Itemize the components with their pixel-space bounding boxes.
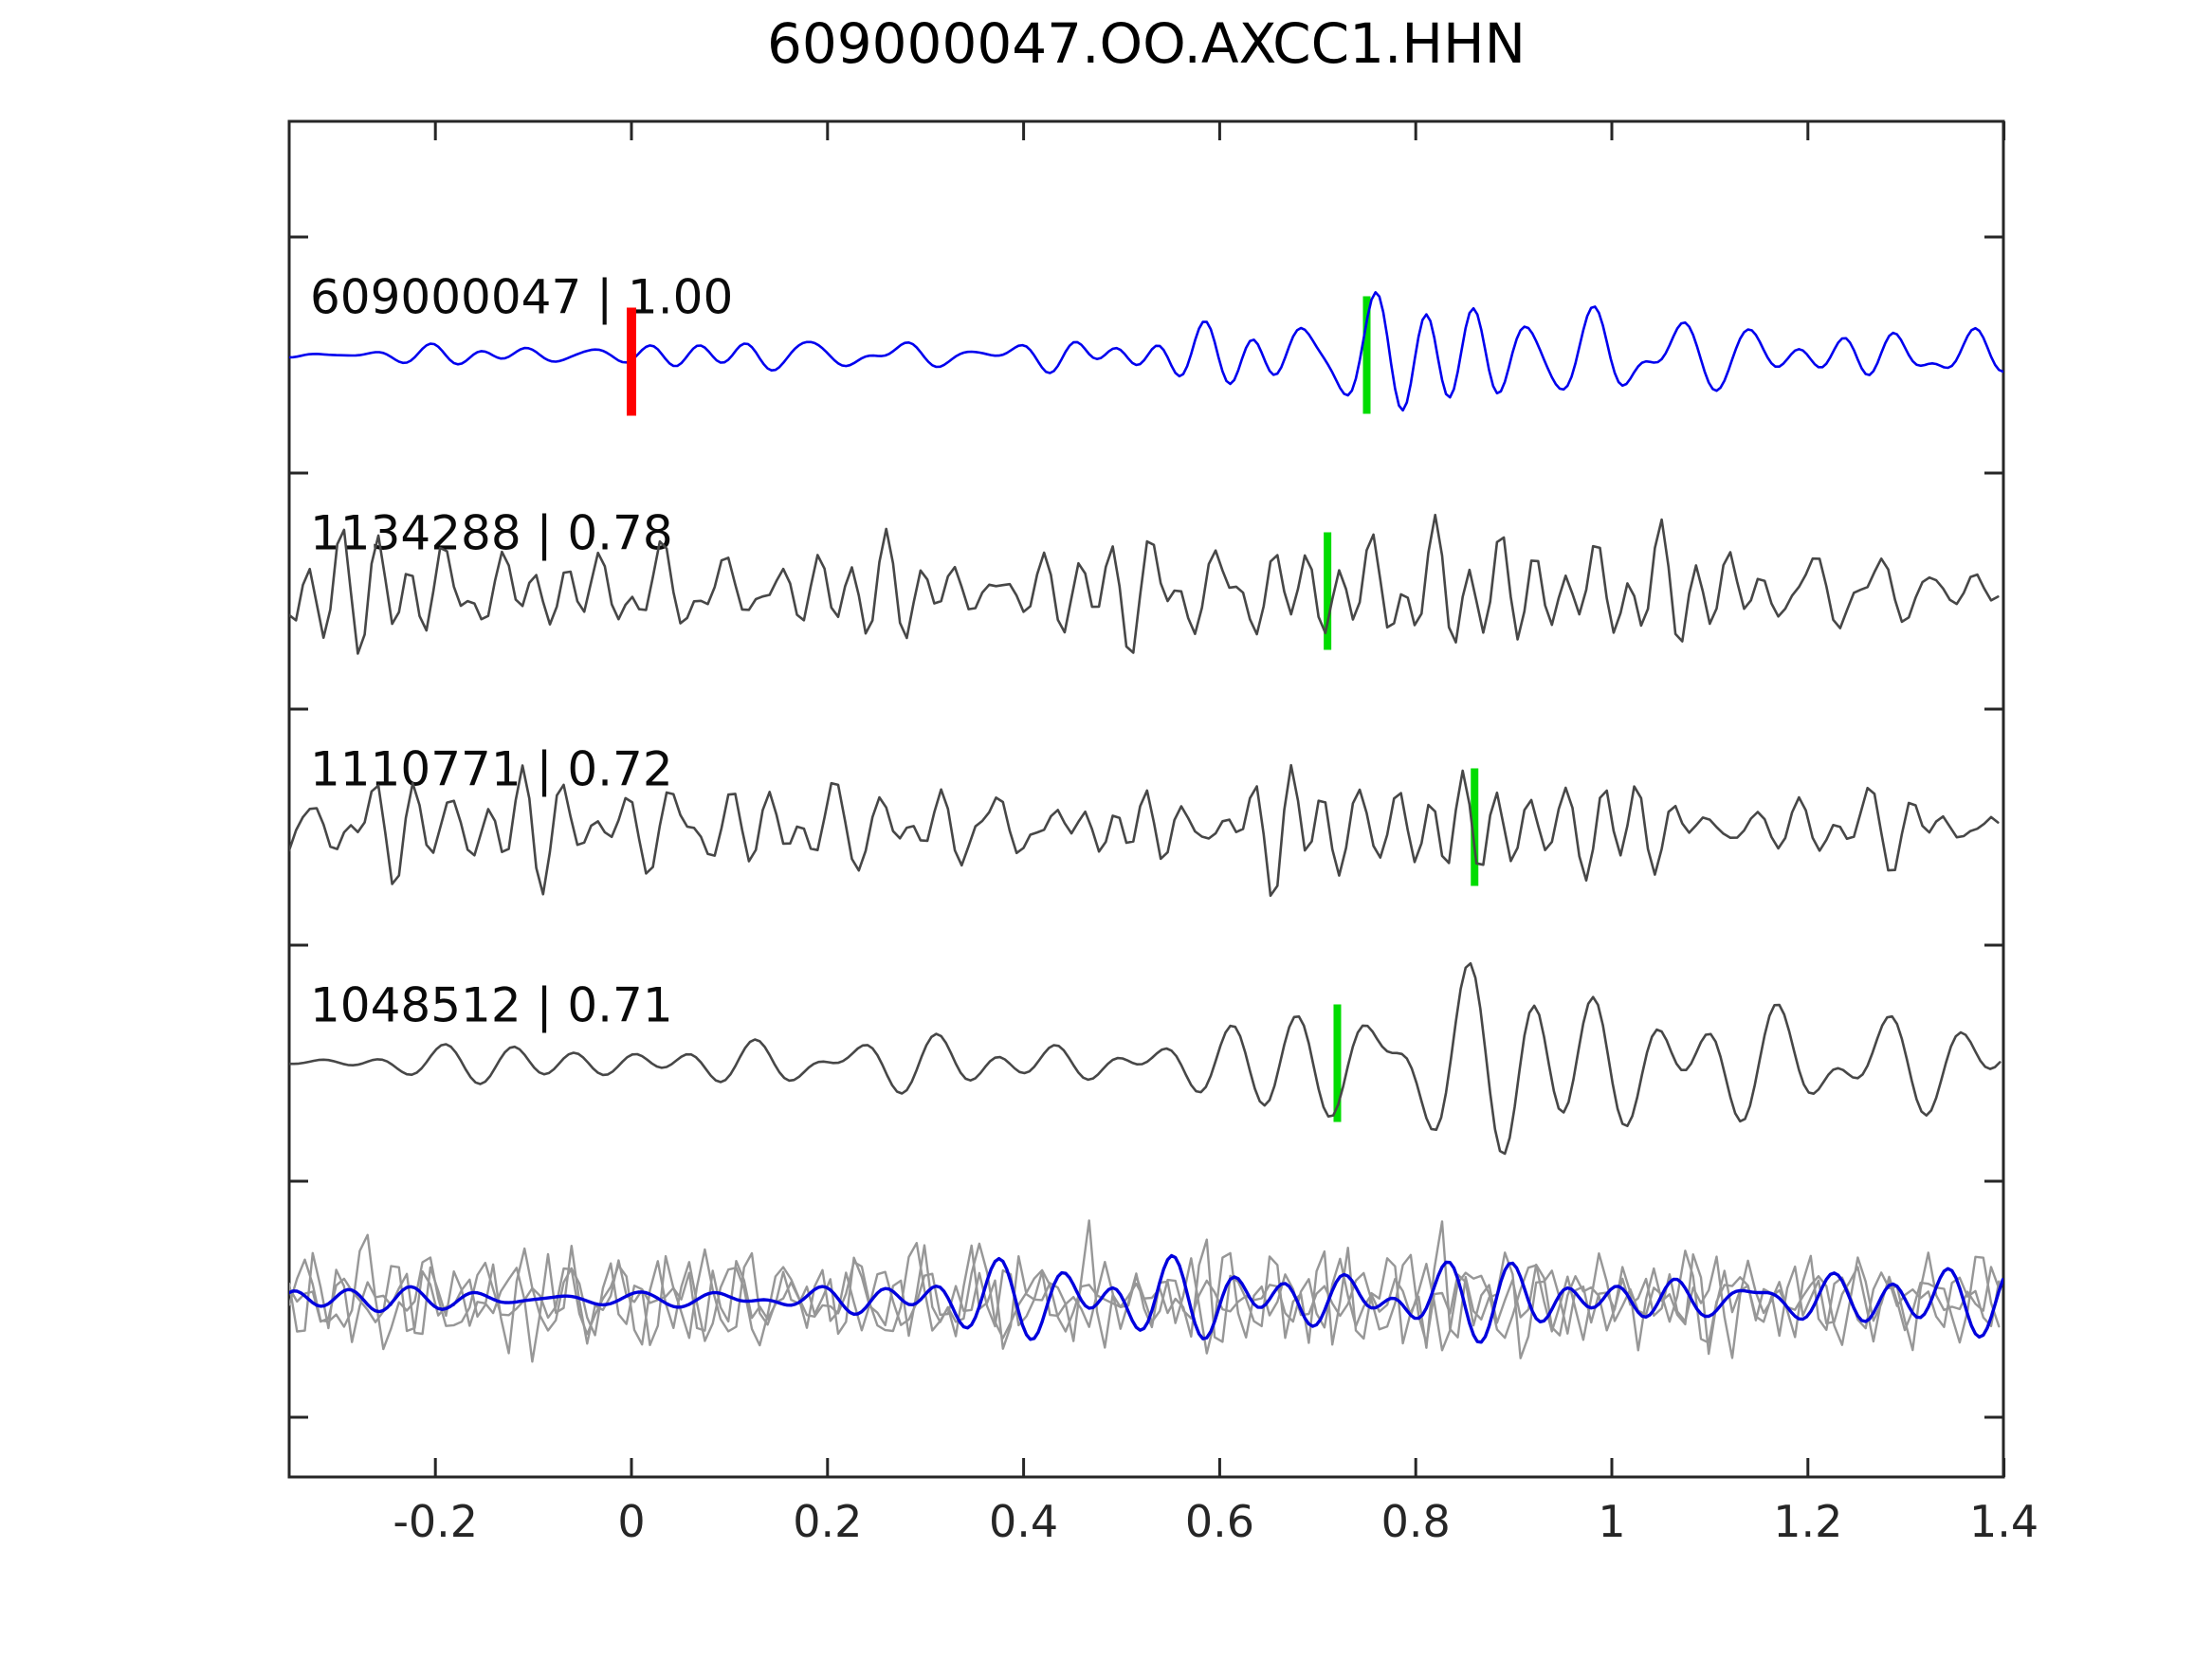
x-tick-label: -0.2	[393, 1496, 478, 1547]
pick-marker-1110771	[1471, 768, 1479, 886]
x-tick-label: 0	[617, 1496, 645, 1547]
trace-label-1134288: 1134288 | 0.78	[310, 506, 673, 561]
pick-marker-1134288	[1324, 532, 1332, 650]
x-tick-label: 0.6	[1185, 1496, 1254, 1547]
axes-frame	[287, 119, 2005, 1479]
pick-marker-1048512	[1333, 1004, 1342, 1122]
x-tick-label: 1	[1598, 1496, 1625, 1547]
waveform-trace-609000047	[289, 291, 2003, 412]
x-tick-label: 0.8	[1381, 1496, 1451, 1547]
x-tick-label: 0.4	[989, 1496, 1058, 1547]
pick-marker-609000047	[1362, 296, 1371, 414]
trace-label-609000047: 609000047 | 1.00	[310, 270, 733, 325]
origin-marker-609000047	[627, 307, 636, 416]
overlay-detection-trace	[289, 1253, 2003, 1344]
x-tick-label: 0.2	[793, 1496, 862, 1547]
trace-label-1110771: 1110771 | 0.72	[310, 742, 673, 797]
waveform-trace-1048512	[289, 961, 2002, 1156]
waveform-trace-1110771	[289, 763, 2000, 898]
x-tick-label: 1.4	[1969, 1496, 2038, 1547]
figure-title: 609000047.OO.AXCC1.HHN	[766, 11, 1526, 76]
waveform-trace-1134288	[289, 513, 2000, 655]
overlay-template-trace-3	[289, 1233, 2001, 1352]
trace-label-1048512: 1048512 | 0.71	[310, 978, 673, 1033]
overlay-template-trace-2	[289, 1247, 2001, 1359]
x-tick-label: 1.2	[1773, 1496, 1842, 1547]
